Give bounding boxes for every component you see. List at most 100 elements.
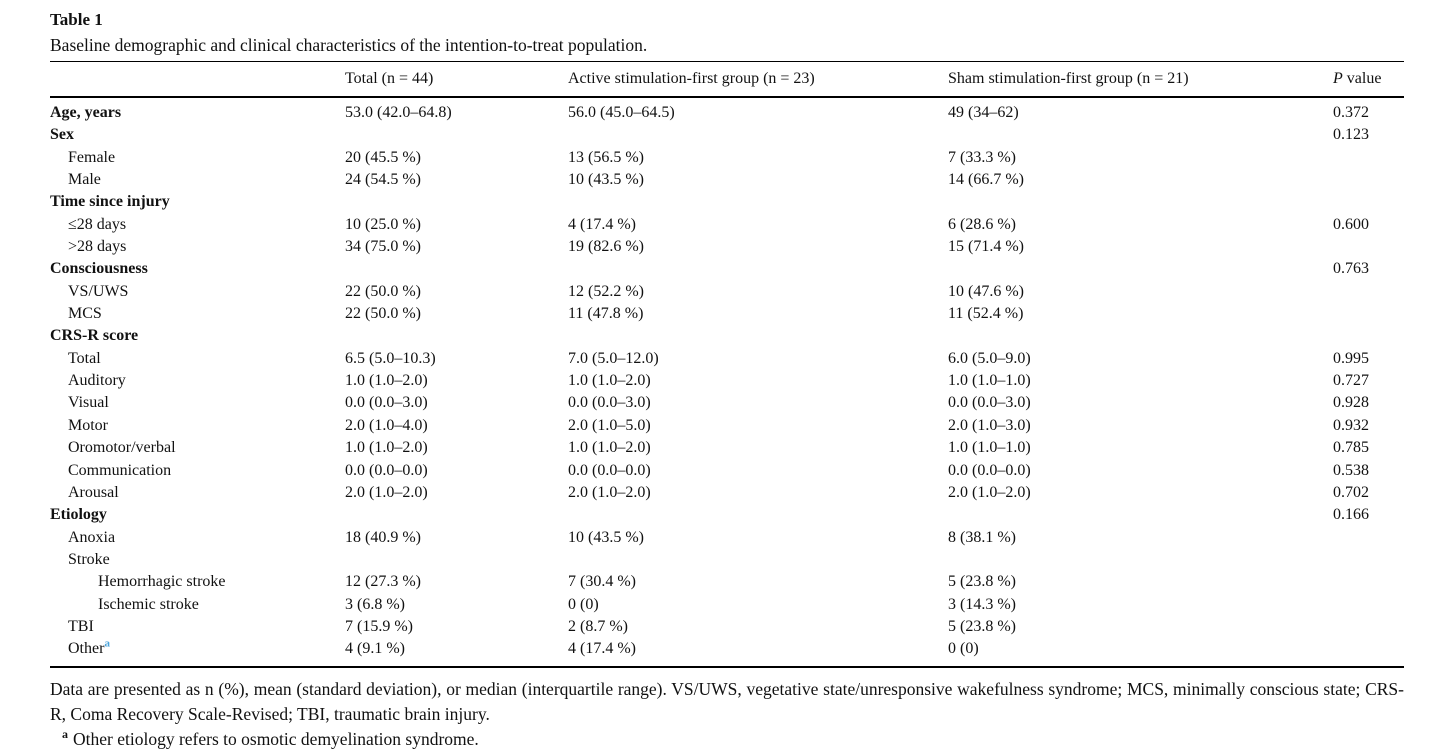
cell-p-value: [1333, 594, 1404, 616]
cell-active-group: 19 (82.6 %): [568, 238, 644, 256]
cell-active-group: 56.0 (45.0–64.5): [568, 104, 675, 121]
row-label: Visual: [68, 394, 109, 412]
row-label: CRS-R score: [50, 327, 139, 345]
table-header-row: Total (n = 44) Active stimulation-first …: [50, 62, 1404, 98]
table-row: MCS 22 (50.0 %) 11 (47.8 %) 11 (52.4 %): [50, 303, 1404, 325]
cell-total: 22 (50.0 %): [345, 305, 421, 323]
cell-sham-group: 0 (0): [948, 640, 979, 658]
header-active-group-column: Active stimulation-first group (n = 23): [568, 70, 815, 87]
table-row: Othera 4 (9.1 %) 4 (17.4 %) 0 (0): [50, 638, 1404, 660]
cell-total: [345, 124, 568, 146]
cell-sham-group: 2.0 (1.0–2.0): [948, 483, 1031, 501]
cell-sham-group: 6.0 (5.0–9.0): [948, 349, 1031, 367]
cell-total: 53.0 (42.0–64.8): [345, 104, 452, 121]
cell-active-group: 4 (17.4 %): [568, 215, 636, 233]
table-row: Hemorrhagic stroke 12 (27.3 %) 7 (30.4 %) 5…: [50, 571, 1404, 593]
table-row: Auditory 1.0 (1.0–2.0) 1.0 (1.0–2.0) 1.0 (1…: [50, 370, 1404, 392]
cell-sham-group: [948, 325, 1333, 347]
cell-sham-group: [948, 124, 1333, 146]
cell-p-value: [1333, 571, 1404, 593]
p-value-rest: value: [1342, 70, 1382, 87]
cell-total: 22 (50.0 %): [345, 282, 421, 300]
cell-total: [345, 325, 568, 347]
cell-sham-group: 5 (23.8 %): [948, 617, 1016, 635]
header-p-value-column: P value: [1333, 68, 1404, 89]
cell-sham-group: 1.0 (1.0–1.0): [948, 372, 1031, 390]
cell-total: 3 (6.8 %): [345, 595, 405, 613]
cell-active-group: 0 (0): [568, 595, 599, 613]
table-row: ≤28 days 10 (25.0 %) 4 (17.4 %) 6 (28.6 %) 0…: [50, 214, 1404, 236]
cell-total: 1.0 (1.0–2.0): [345, 372, 428, 390]
cell-active-group: 11 (47.8 %): [568, 305, 644, 323]
row-label: Total: [68, 349, 101, 367]
cell-p-value: [1333, 325, 1404, 347]
cell-sham-group: [948, 504, 1333, 526]
cell-active-group: 1.0 (1.0–2.0): [568, 372, 651, 390]
cell-active-group: 12 (52.2 %): [568, 282, 644, 300]
cell-total: 0.0 (0.0–0.0): [345, 461, 428, 479]
cell-p-value: 0.995: [1333, 349, 1369, 367]
cell-p-value: 0.538: [1333, 461, 1369, 479]
cell-total: [345, 504, 568, 526]
cell-sham-group: 2.0 (1.0–3.0): [948, 416, 1031, 434]
cell-sham-group: 1.0 (1.0–1.0): [948, 439, 1031, 457]
cell-p-value: 0.600: [1333, 215, 1369, 233]
footnote-a-text: Other etiology refers to osmotic demyeli…: [73, 728, 479, 749]
table-row: Female 20 (45.5 %) 13 (56.5 %) 7 (33.3 %): [50, 147, 1404, 169]
table-row: Sex 0.123: [50, 124, 1404, 146]
cell-sham-group: 49 (34–62): [948, 104, 1019, 121]
cell-p-value: [1333, 236, 1404, 258]
cell-active-group: 4 (17.4 %): [568, 640, 636, 658]
cell-p-value: 0.123: [1333, 126, 1369, 144]
cell-total: 12 (27.3 %): [345, 573, 421, 591]
cell-active-group: 0.0 (0.0–3.0): [568, 394, 651, 412]
cell-total: 2.0 (1.0–4.0): [345, 416, 428, 434]
cell-total: [345, 258, 568, 280]
cell-active-group: [568, 258, 948, 280]
cell-total: 7 (15.9 %): [345, 617, 413, 635]
cell-p-value: 0.932: [1333, 416, 1369, 434]
cell-p-value: 0.372: [1333, 104, 1369, 121]
cell-active-group: [568, 504, 948, 526]
row-label: >28 days: [68, 238, 127, 256]
row-label: Sex: [50, 126, 74, 144]
row-label: Arousal: [68, 483, 119, 501]
table-row: Visual 0.0 (0.0–3.0) 0.0 (0.0–3.0) 0.0 (0.0…: [50, 392, 1404, 414]
row-label: Consciousness: [50, 260, 148, 278]
cell-p-value: [1333, 638, 1404, 660]
row-label: Othera: [68, 637, 110, 658]
table-footnote: Data are presented as n (%), mean (stand…: [50, 677, 1404, 749]
cell-active-group: [568, 325, 948, 347]
row-label: Auditory: [68, 372, 126, 390]
row-label: Ischemic stroke: [98, 595, 199, 613]
cell-p-value: [1333, 147, 1404, 169]
header-row-label-column: [50, 68, 345, 89]
cell-p-value: 0.702: [1333, 483, 1369, 501]
cell-active-group: 2.0 (1.0–5.0): [568, 416, 651, 434]
cell-active-group: 10 (43.5 %): [568, 171, 644, 189]
cell-p-value: [1333, 303, 1404, 325]
cell-sham-group: 3 (14.3 %): [948, 595, 1016, 613]
row-label: Hemorrhagic stroke: [98, 573, 226, 591]
table-row: TBI 7 (15.9 %) 2 (8.7 %) 5 (23.8 %): [50, 616, 1404, 638]
table-row: Anoxia 18 (40.9 %) 10 (43.5 %) 8 (38.1 %): [50, 527, 1404, 549]
cell-active-group: 2.0 (1.0–2.0): [568, 483, 651, 501]
table-row: Stroke: [50, 549, 1404, 571]
table-row: Ischemic stroke 3 (6.8 %) 0 (0) 3 (14.3 %): [50, 594, 1404, 616]
cell-total: 24 (54.5 %): [345, 171, 421, 189]
cell-active-group: 2 (8.7 %): [568, 617, 628, 635]
row-label: Communication: [68, 461, 172, 479]
row-label: Oromotor/verbal: [68, 439, 176, 457]
table-row: >28 days 34 (75.0 %) 19 (82.6 %) 15 (71.4 %…: [50, 236, 1404, 258]
table-row: Consciousness 0.763: [50, 258, 1404, 280]
row-label: TBI: [68, 617, 94, 635]
cell-sham-group: 14 (66.7 %): [948, 171, 1024, 189]
header-total-column: Total (n = 44): [345, 70, 434, 87]
table-row: Male 24 (54.5 %) 10 (43.5 %) 14 (66.7 %): [50, 169, 1404, 191]
cell-active-group: 7 (30.4 %): [568, 573, 636, 591]
cell-sham-group: [948, 549, 1333, 571]
cell-total: 10 (25.0 %): [345, 215, 421, 233]
table-row: Age, years 53.0 (42.0–64.8) 56.0 (45.0–64.…: [50, 102, 1404, 124]
cell-p-value: 0.166: [1333, 506, 1369, 524]
cell-active-group: [568, 549, 948, 571]
